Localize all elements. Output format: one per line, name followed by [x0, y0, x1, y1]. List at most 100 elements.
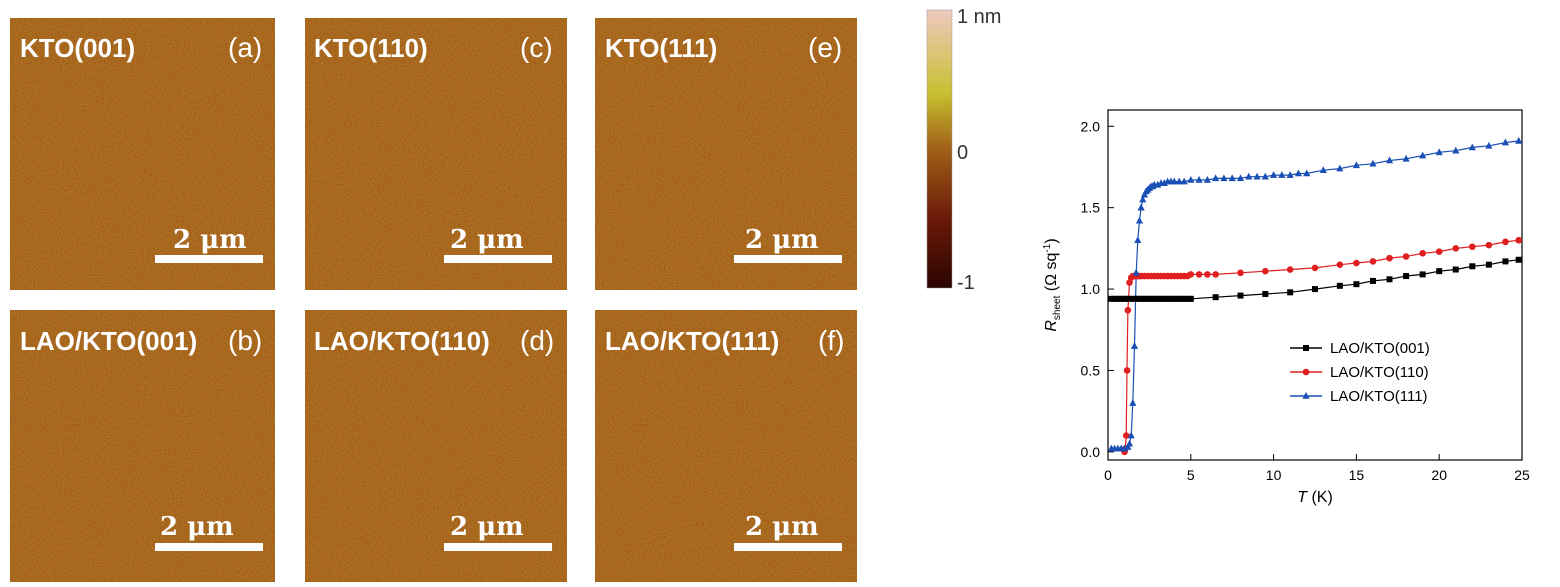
data-point [1137, 203, 1145, 211]
afm-panel-f: LAO/KTO(111) (f) 2 μm [595, 310, 857, 582]
sample-label: LAO/KTO(111) [605, 326, 779, 356]
x-tick-label: 10 [1266, 467, 1282, 483]
data-point [1436, 268, 1443, 275]
panel-label: (b) [228, 325, 262, 356]
data-point [1353, 259, 1360, 267]
afm-panel-a: KTO(001) (a) 2 μm [10, 18, 275, 290]
scalebar-label: 2 μm [160, 512, 234, 542]
panel-label: (f) [818, 325, 844, 356]
data-point [1129, 399, 1137, 406]
data-point [1134, 295, 1141, 302]
data-point [1419, 249, 1426, 257]
data-point [1452, 245, 1460, 252]
data-point [1402, 154, 1410, 162]
data-point [1485, 261, 1492, 268]
data-point [1132, 268, 1140, 276]
data-point [1319, 166, 1327, 174]
data-point [1385, 156, 1394, 164]
legend-marker [1303, 345, 1309, 351]
data-point [1253, 172, 1261, 180]
data-point [1237, 269, 1244, 277]
legend-label: LAO/KTO(001) [1330, 340, 1430, 357]
data-point [1262, 290, 1269, 297]
data-point [1121, 295, 1128, 302]
data-point [1502, 238, 1509, 246]
data-point [1336, 261, 1344, 268]
data-point [1278, 171, 1286, 178]
data-point [1352, 161, 1360, 169]
data-point [1170, 177, 1178, 185]
data-point [1171, 295, 1178, 302]
data-point [1515, 256, 1522, 263]
sample-label: KTO(111) [605, 33, 717, 63]
scalebar-label: 2 μm [450, 225, 524, 255]
series-line-1 [1124, 239, 1519, 453]
data-point [1144, 295, 1151, 302]
data-point [1181, 295, 1188, 302]
legend-label: LAO/KTO(110) [1330, 364, 1429, 381]
x-tick-label: 15 [1349, 467, 1365, 483]
data-point [1180, 177, 1188, 185]
data-point [1435, 148, 1443, 156]
sample-label: KTO(001) [20, 33, 135, 63]
data-point [1131, 295, 1138, 302]
data-point [1114, 295, 1121, 302]
data-point [1195, 271, 1203, 278]
sample-label: LAO/KTO(001) [20, 326, 197, 356]
scalebar [155, 543, 263, 551]
data-point [1164, 295, 1171, 302]
data-point [1167, 295, 1174, 302]
data-point [1228, 174, 1236, 182]
afm-panel-c: KTO(110) (c) 2 μm [305, 18, 567, 290]
scalebar [155, 255, 263, 263]
data-point [1118, 295, 1125, 302]
scalebar [444, 543, 552, 551]
data-point [1127, 431, 1135, 439]
data-point [1386, 276, 1393, 283]
data-point [1187, 176, 1195, 183]
scalebar [734, 255, 842, 263]
data-point [1212, 294, 1219, 301]
y-tick-label: 0.5 [1081, 362, 1101, 378]
data-point [1108, 295, 1115, 302]
data-point [1469, 243, 1476, 251]
data-point [1148, 295, 1155, 302]
data-point [1151, 295, 1158, 302]
data-point [1177, 295, 1184, 302]
data-point [1174, 295, 1181, 302]
data-point [1286, 266, 1294, 273]
y-tick-label: 1.0 [1081, 281, 1101, 297]
data-point [1124, 295, 1131, 302]
data-point [1220, 174, 1228, 182]
data-point [1501, 138, 1510, 146]
colorbar-label-bottom: -1 [957, 272, 975, 294]
legend-label: LAO/KTO(111) [1330, 388, 1428, 405]
legend-marker [1302, 368, 1310, 376]
data-point [1184, 295, 1191, 302]
data-point [1175, 177, 1183, 185]
data-point [1122, 432, 1130, 439]
data-point [1212, 174, 1220, 182]
data-point [1286, 171, 1294, 178]
data-point [1485, 241, 1493, 249]
colorbar-label-mid: 0 [957, 142, 969, 164]
plot-frame [1107, 109, 1523, 461]
data-point [1336, 282, 1343, 289]
data-point [1419, 271, 1426, 278]
afm-panel-b: LAO/KTO(001) (b) 2 μm [10, 310, 275, 582]
data-point [1111, 295, 1118, 302]
afm-figure: KTO(001) (a) 2 μm KTO(110) (c) 2 μm KTO(… [10, 9, 953, 582]
colorbar-label-top: 1 nm [957, 6, 1002, 28]
data-point [1154, 295, 1161, 302]
data-point [1312, 286, 1318, 293]
data-point [1187, 271, 1195, 278]
data-point [1204, 271, 1211, 278]
sample-label: LAO/KTO(110) [314, 326, 490, 356]
data-point [1237, 292, 1244, 299]
scalebar-label: 2 μm [173, 225, 247, 255]
data-point [1502, 258, 1509, 265]
data-point [1134, 236, 1142, 244]
scalebar-label: 2 μm [745, 225, 819, 255]
data-point [1515, 236, 1522, 244]
data-point [1141, 295, 1148, 302]
